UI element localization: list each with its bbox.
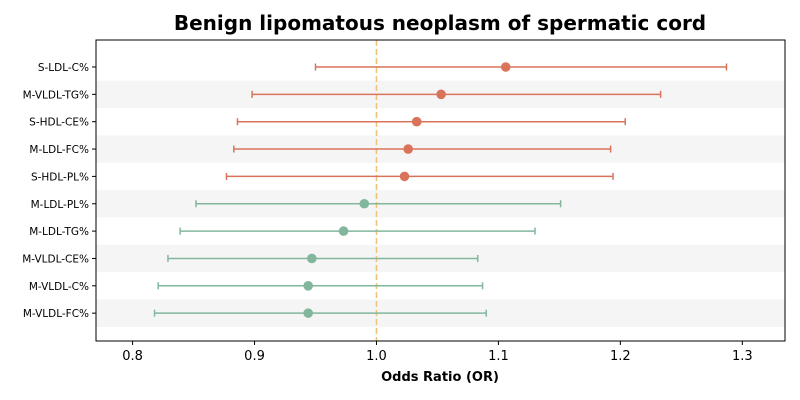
y-tick-label: M-VLDL-TG%	[23, 89, 89, 101]
x-tick-label: 1.0	[366, 349, 387, 364]
point-estimate	[303, 308, 313, 318]
plot-frame	[95, 39, 786, 342]
point-estimate	[436, 89, 446, 100]
y-axis: S-LDL-C% M-VLDL-TG% S-HDL-CE% M-LDL-FC% S-HD…	[22, 62, 96, 320]
y-tick-label: S-HDL-PL%	[31, 171, 89, 183]
x-axis-label: Odds Ratio (OR)	[381, 370, 499, 385]
x-tick-label: 0.8	[122, 349, 143, 364]
point-estimate	[399, 171, 410, 182]
point-estimate	[303, 281, 313, 291]
point-estimate	[338, 226, 349, 236]
y-tick-label: M-VLDL-FC%	[23, 308, 89, 320]
y-tick-label: M-LDL-FC%	[29, 144, 89, 156]
point-estimate	[359, 198, 370, 209]
confidence-intervals	[153, 63, 728, 317]
y-tick-label: S-HDL-CE%	[29, 117, 89, 129]
point-estimate	[500, 62, 511, 72]
y-tick-label: M-LDL-TG%	[29, 226, 89, 238]
point-estimate	[411, 116, 422, 127]
y-tick-label: M-VLDL-C%	[29, 281, 89, 293]
x-tick-label: 1.3	[732, 349, 753, 364]
x-tick-label: 1.2	[610, 349, 631, 364]
y-tick-label: M-VLDL-CE%	[22, 253, 89, 265]
point-estimates	[303, 62, 511, 318]
x-tick-label: 1.1	[488, 349, 509, 364]
y-tick-label: S-LDL-C%	[38, 62, 89, 74]
chart-title: Benign lipomatous neoplasm of spermatic …	[174, 11, 706, 35]
x-axis: 0.8 0.9 1.0 1.1 1.2 1.3	[122, 341, 753, 364]
y-tick-label: M-LDL-PL%	[31, 199, 89, 211]
x-tick-label: 0.9	[244, 349, 265, 364]
point-estimate	[403, 144, 413, 154]
point-estimate	[307, 253, 317, 264]
